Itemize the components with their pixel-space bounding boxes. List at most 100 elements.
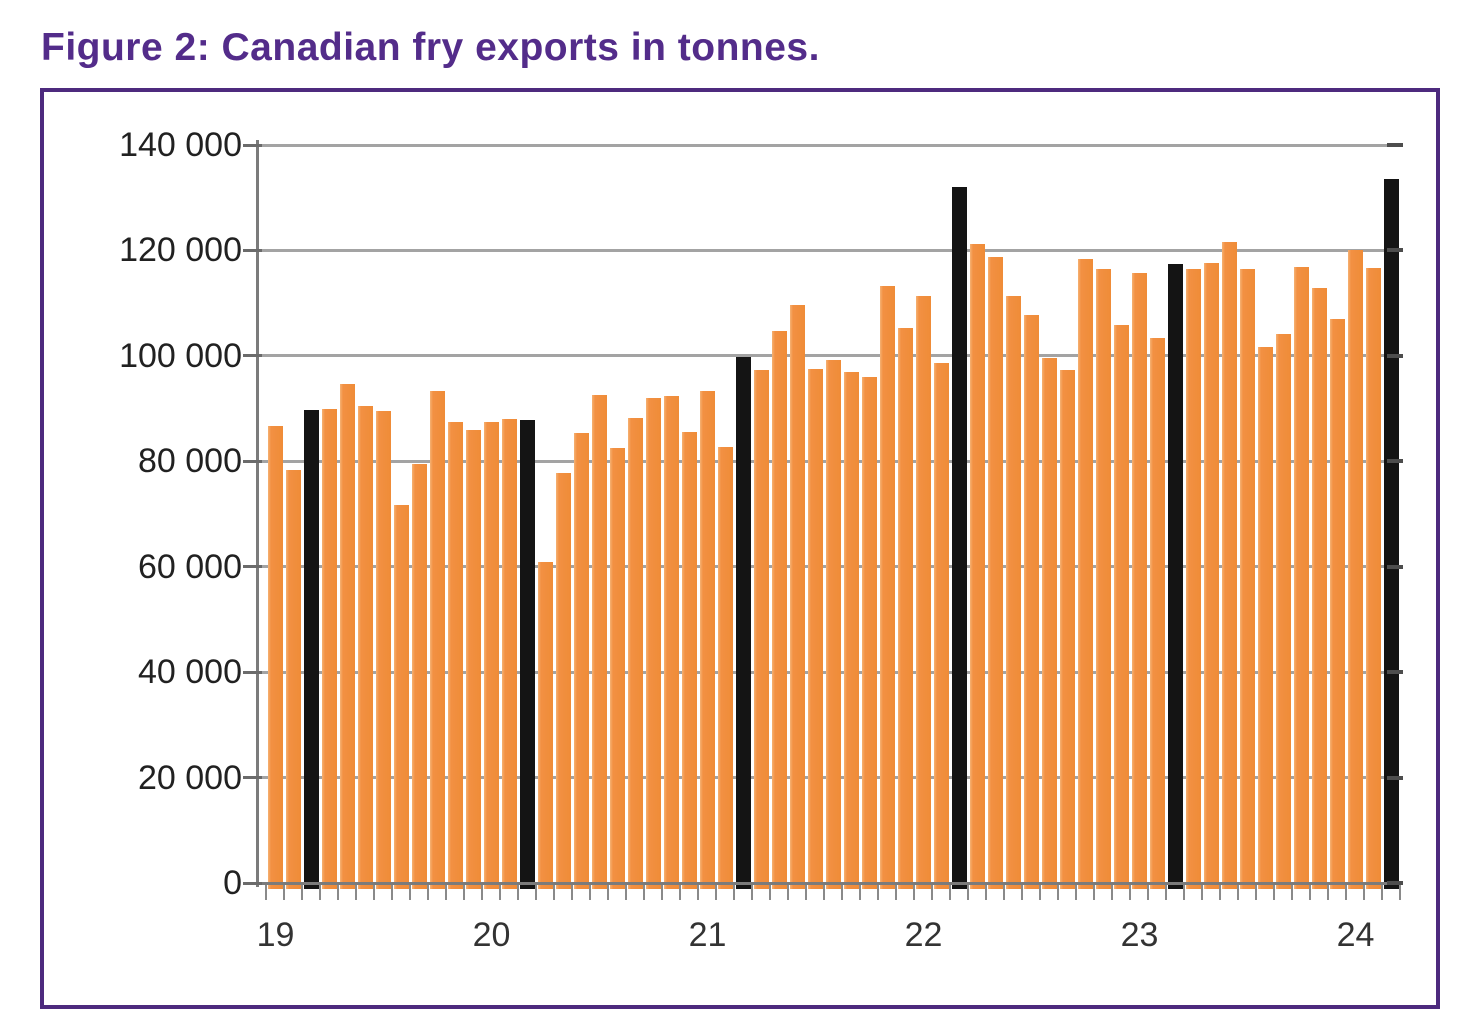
- y-tick-label: 140 000: [119, 126, 242, 164]
- x-axis-month-tick: [804, 884, 807, 900]
- x-axis-month-tick: [1344, 884, 1347, 900]
- x-tick-label-year: 20: [472, 916, 511, 954]
- x-axis-month-tick: [678, 884, 681, 900]
- y-tick-label: 80 000: [138, 442, 242, 481]
- bar-month: [340, 383, 355, 889]
- bar-month: [574, 433, 589, 889]
- bar-month: [1150, 337, 1165, 889]
- x-axis-month-tick: [1110, 884, 1113, 900]
- x-axis-month-tick: [1380, 884, 1383, 900]
- x-axis-month-tick: [696, 884, 699, 900]
- bar-month: [916, 296, 931, 889]
- bar-month: [664, 395, 679, 889]
- bar-month: [880, 285, 895, 889]
- x-axis-month-tick: [930, 884, 933, 900]
- y-axis-right-tick: [1387, 143, 1403, 147]
- y-axis-right-tick: [1387, 564, 1403, 569]
- x-axis-month-tick: [1074, 884, 1077, 900]
- gridline: [258, 354, 1395, 358]
- x-axis-month-tick: [606, 884, 609, 900]
- y-axis-tick: [243, 565, 262, 569]
- bar-highlight-month: [520, 420, 535, 889]
- y-axis-tick: [243, 459, 262, 463]
- bar-month: [1024, 314, 1039, 889]
- bar-month: [988, 256, 1003, 889]
- x-axis-month-tick: [714, 884, 717, 900]
- x-tick-label-year: 24: [1336, 916, 1375, 954]
- bar-month: [682, 432, 697, 889]
- x-axis-month-tick: [480, 884, 483, 900]
- x-axis-month-tick: [1002, 884, 1005, 900]
- x-axis-month-tick: [768, 884, 771, 900]
- y-axis-tick: [243, 670, 262, 674]
- x-axis-month-tick: [390, 884, 393, 900]
- y-tick-label: 60 000: [138, 547, 242, 586]
- bar-month: [700, 391, 715, 889]
- bar-month: [1204, 262, 1219, 889]
- y-axis-right-tick: [1387, 353, 1403, 358]
- x-axis-month-tick: [858, 884, 861, 900]
- bar-month: [1042, 357, 1057, 889]
- y-tick-label: 100 000: [119, 336, 242, 375]
- bar-month: [844, 372, 859, 889]
- x-axis-month-tick: [534, 884, 537, 900]
- x-axis-month-tick: [876, 884, 879, 900]
- bar-month: [592, 394, 607, 889]
- bar-month: [1114, 325, 1129, 889]
- y-axis-right-tick: [1387, 670, 1403, 675]
- bar-month: [610, 448, 625, 889]
- bar-highlight-month: [736, 357, 751, 889]
- x-axis-month-tick: [300, 884, 303, 900]
- y-tick-label: 40 000: [138, 653, 242, 692]
- x-axis-month-tick: [444, 884, 447, 900]
- x-axis-month-tick: [624, 884, 627, 900]
- x-axis-month-tick: [1038, 884, 1041, 900]
- x-axis-month-tick: [1128, 884, 1131, 900]
- x-axis-month-tick: [408, 884, 411, 900]
- y-axis-right-tick: [1387, 248, 1403, 253]
- bar-month: [790, 304, 805, 889]
- x-tick-label-year: 21: [688, 916, 727, 954]
- x-axis-line: [246, 881, 1400, 885]
- x-axis-month-tick: [660, 884, 663, 900]
- bar-month: [1078, 259, 1093, 889]
- x-axis-month-tick: [1326, 884, 1329, 900]
- y-axis-tick: [243, 354, 262, 358]
- bar-month: [754, 370, 769, 889]
- bar-month: [556, 472, 571, 889]
- gridline-top: [258, 143, 1395, 147]
- bar-month: [484, 422, 499, 889]
- bar-month: [358, 405, 373, 889]
- x-axis-month-tick: [1182, 884, 1185, 900]
- bar-month: [934, 362, 949, 889]
- bar-month: [502, 419, 517, 889]
- x-axis-month-tick: [1164, 884, 1167, 900]
- x-axis-month-tick: [1308, 884, 1311, 900]
- bar-month: [430, 391, 445, 889]
- bar-month: [898, 328, 913, 889]
- bar-month: [1222, 241, 1237, 889]
- y-axis-line: [256, 140, 259, 887]
- bar-month: [1060, 369, 1075, 889]
- x-axis-month-tick: [1398, 884, 1401, 900]
- bar-month: [538, 562, 553, 889]
- bar-month: [1096, 269, 1111, 889]
- x-axis-month-tick: [354, 884, 357, 900]
- bar-month: [826, 359, 841, 889]
- bar-highlight-month: [952, 187, 967, 889]
- bar-month: [646, 397, 661, 889]
- bar-month: [1312, 288, 1327, 889]
- bar-highlight-month: [1168, 263, 1183, 889]
- x-axis-month-tick: [912, 884, 915, 900]
- x-axis-month-tick: [570, 884, 573, 900]
- bar-month: [286, 470, 301, 889]
- x-axis-month-tick: [588, 884, 591, 900]
- x-axis-month-tick: [336, 884, 339, 900]
- x-axis-month-tick: [732, 884, 735, 900]
- x-tick-label-year: 22: [904, 916, 943, 954]
- x-axis-month-tick: [282, 884, 285, 900]
- x-axis-month-tick: [498, 884, 501, 900]
- bar-month: [1276, 334, 1291, 889]
- x-axis-month-tick: [1218, 884, 1221, 900]
- bar-month: [718, 447, 733, 889]
